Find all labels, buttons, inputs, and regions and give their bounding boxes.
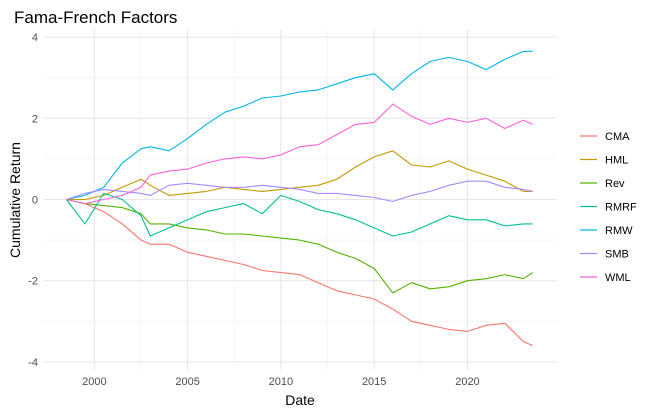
- series-line-wml: [66, 103, 533, 205]
- legend-label-hml: HML: [605, 155, 628, 167]
- x-tick-label: 2015: [362, 376, 386, 388]
- legend-label-rmw: RMW: [605, 225, 633, 237]
- x-tick-label: 2020: [455, 376, 479, 388]
- chart-title: Fama-French Factors: [14, 8, 177, 27]
- legend: CMA HML Rev RMRF RMW SMB WML: [580, 131, 637, 284]
- x-tick-label: 2000: [82, 376, 106, 388]
- y-tick-labels: -4 -2 0 2 4: [28, 32, 38, 369]
- x-tick-label: 2005: [175, 376, 199, 388]
- series-line-rev: [66, 198, 534, 294]
- x-tick-labels: 2000 2005 2010 2015 2020: [82, 376, 480, 388]
- x-tick-label: 2010: [269, 376, 293, 388]
- legend-label-wml: WML: [605, 272, 631, 284]
- legend-label-rmrf: RMRF: [605, 202, 637, 214]
- y-tick-label: -4: [28, 357, 38, 369]
- series-line-rmw: [66, 50, 533, 201]
- y-tick-label: 0: [32, 195, 38, 207]
- y-tick-label: 4: [32, 32, 38, 44]
- y-tick-label: 2: [32, 113, 38, 125]
- legend-label-cma: CMA: [605, 131, 630, 143]
- y-tick-label: -2: [28, 276, 38, 288]
- legend-label-smb: SMB: [605, 249, 629, 261]
- x-axis-label: Date: [285, 392, 315, 408]
- series-line-smb: [66, 180, 533, 203]
- y-axis-label: Cumulative Return: [7, 142, 23, 258]
- series-lines: [65, 50, 534, 347]
- series-line-cma: [66, 198, 533, 347]
- legend-label-rev: Rev: [605, 178, 625, 190]
- series-line-hml: [66, 150, 533, 201]
- series-line-rmrf: [65, 192, 533, 237]
